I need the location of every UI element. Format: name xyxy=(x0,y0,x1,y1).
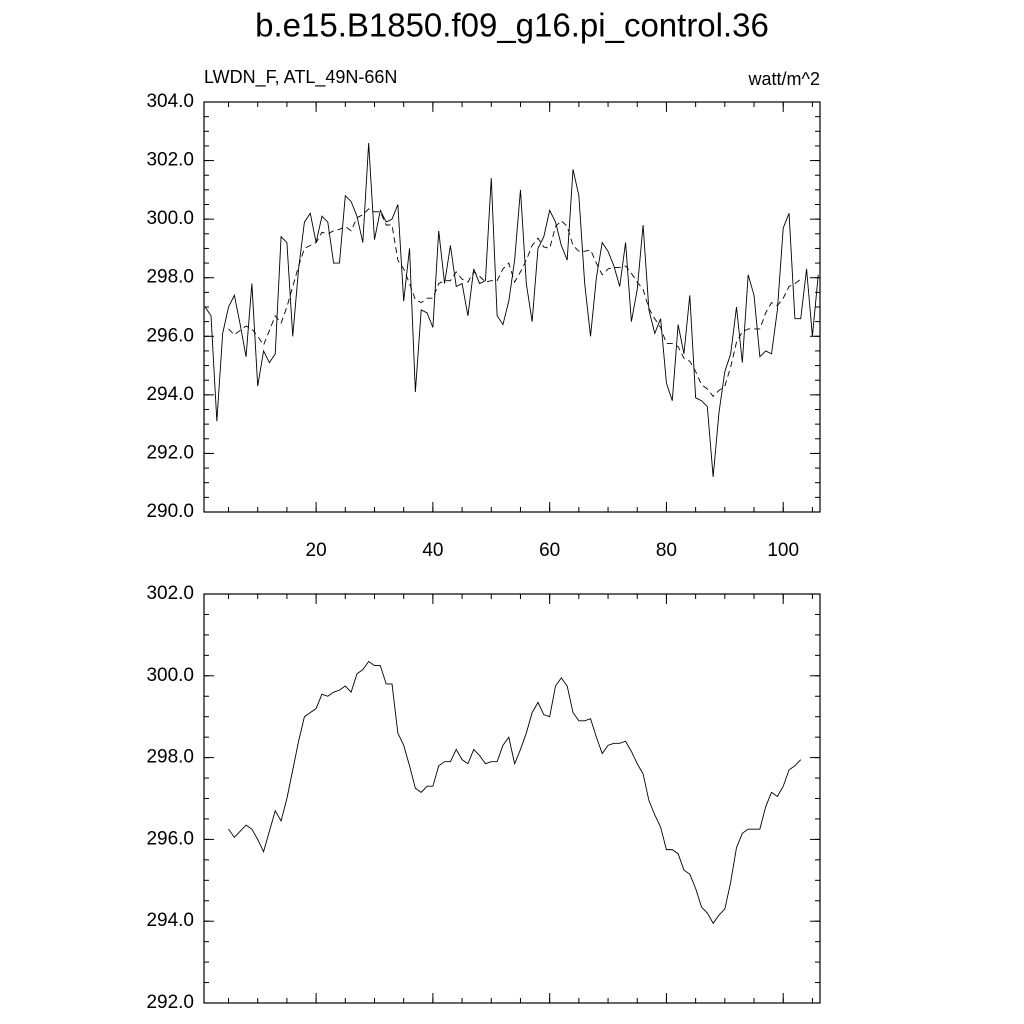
data-line xyxy=(228,208,802,397)
right-label: watt/m^2 xyxy=(748,69,820,89)
y-tick-label: 300.0 xyxy=(146,665,194,686)
y-tick-label: 292.0 xyxy=(146,992,194,1013)
x-tick-label: 20 xyxy=(306,540,327,561)
data-line xyxy=(204,142,819,477)
x-tick-label: 40 xyxy=(422,540,443,561)
y-tick-label: 296.0 xyxy=(146,325,194,346)
y-tick-label: 296.0 xyxy=(146,828,194,849)
x-tick-label: 80 xyxy=(656,540,677,561)
plot-frame xyxy=(203,593,821,1004)
plot-frame xyxy=(203,101,821,513)
y-tick-label: 302.0 xyxy=(146,150,194,171)
y-tick-label: 302.0 xyxy=(146,583,194,604)
left-label: LWDN_F, ATL_49N-66N xyxy=(204,67,397,88)
data-line xyxy=(228,660,802,925)
y-tick-label: 298.0 xyxy=(146,747,194,768)
y-tick-label: 294.0 xyxy=(146,384,194,405)
figure-title: b.e15.B1850.f09_g16.pi_control.36 xyxy=(255,7,769,44)
y-tick-label: 290.0 xyxy=(146,501,194,522)
y-tick-label: 298.0 xyxy=(146,267,194,288)
x-tick-label: 100 xyxy=(767,540,799,561)
y-tick-label: 294.0 xyxy=(146,910,194,931)
y-tick-label: 292.0 xyxy=(146,442,194,463)
y-tick-label: 304.0 xyxy=(146,91,194,112)
y-tick-label: 300.0 xyxy=(146,208,194,229)
x-tick-label: 60 xyxy=(539,540,560,561)
